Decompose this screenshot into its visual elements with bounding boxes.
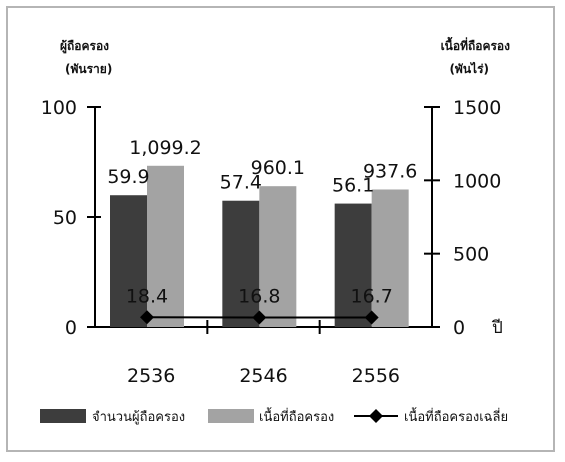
- bar-จำนวนผู้ถือครอง: [110, 195, 147, 327]
- bars-layer: [110, 165, 409, 327]
- x-tick-label: 2536: [127, 365, 175, 387]
- left-axis-unit: (พันราย): [65, 62, 112, 76]
- right-tick-label: 500: [453, 244, 489, 266]
- marker-เนื้อที่ถือครองเฉลี่ย: [252, 310, 267, 325]
- x-tick-label: 2546: [239, 365, 287, 387]
- data-label-เนื้อที่ถือครอง: 1,099.2: [129, 137, 202, 159]
- left-tick-label: 50: [53, 207, 77, 229]
- data-label-จำนวนผู้ถือครอง: 57.4: [220, 172, 262, 194]
- left-axis-title: ผู้ถือครอง: [60, 39, 109, 54]
- legend-marker-เนื้อที่ถือครองเฉลี่ย: [369, 409, 383, 423]
- line-layer: [140, 310, 379, 325]
- legend-swatch-เนื้อที่ถือครอง: [208, 409, 254, 423]
- data-label-เนื้อที่ถือครองเฉลี่ย: 16.7: [351, 286, 393, 308]
- bar-จำนวนผู้ถือครอง: [222, 200, 260, 327]
- right-axis-unit: (พันไร่): [449, 61, 489, 76]
- right-tick-label: 1500: [453, 97, 501, 119]
- legend-swatch-จำนวนผู้ถือครอง: [40, 409, 86, 423]
- legend: จำนวนผู้ถือครอง เนื้อที่ถือครอง เนื้อที่ถื…: [40, 407, 508, 425]
- bar-เนื้อที่ถือครอง: [259, 186, 297, 327]
- left-tick-label: 100: [41, 97, 77, 119]
- bar-เนื้อที่ถือครอง: [147, 165, 184, 327]
- x-axis-unit: ปี: [491, 318, 503, 338]
- right-axis-title: เนื้อที่ถือครอง: [441, 36, 511, 53]
- bar-เนื้อที่ถือครอง: [371, 189, 409, 327]
- right-tick-label: 0: [453, 317, 465, 339]
- legend-label-จำนวนผู้ถือครอง: จำนวนผู้ถือครอง: [92, 409, 185, 425]
- legend-label-เนื้อที่ถือครอง: เนื้อที่ถือครอง: [259, 407, 334, 425]
- data-label-เนื้อที่ถือครอง: 937.6: [363, 160, 417, 182]
- data-label-เนื้อที่ถือครอง: 960.1: [251, 157, 305, 179]
- marker-เนื้อที่ถือครองเฉลี่ย: [140, 310, 154, 325]
- data-label-เนื้อที่ถือครองเฉลี่ย: 18.4: [126, 285, 168, 307]
- bar-จำนวนผู้ถือครอง: [334, 203, 372, 327]
- x-tick-label: 2556: [352, 365, 400, 387]
- data-label-จำนวนผู้ถือครอง: 56.1: [332, 175, 374, 197]
- marker-เนื้อที่ถือครองเฉลี่ย: [364, 310, 379, 325]
- data-label-เนื้อที่ถือครองเฉลี่ย: 16.8: [238, 286, 280, 308]
- data-label-จำนวนผู้ถือครอง: 59.9: [107, 166, 149, 188]
- right-tick-label: 1000: [453, 170, 501, 192]
- left-tick-label: 0: [65, 317, 77, 339]
- legend-label-เนื้อที่ถือครองเฉลี่ย: เนื้อที่ถือครองเฉลี่ย: [404, 407, 508, 425]
